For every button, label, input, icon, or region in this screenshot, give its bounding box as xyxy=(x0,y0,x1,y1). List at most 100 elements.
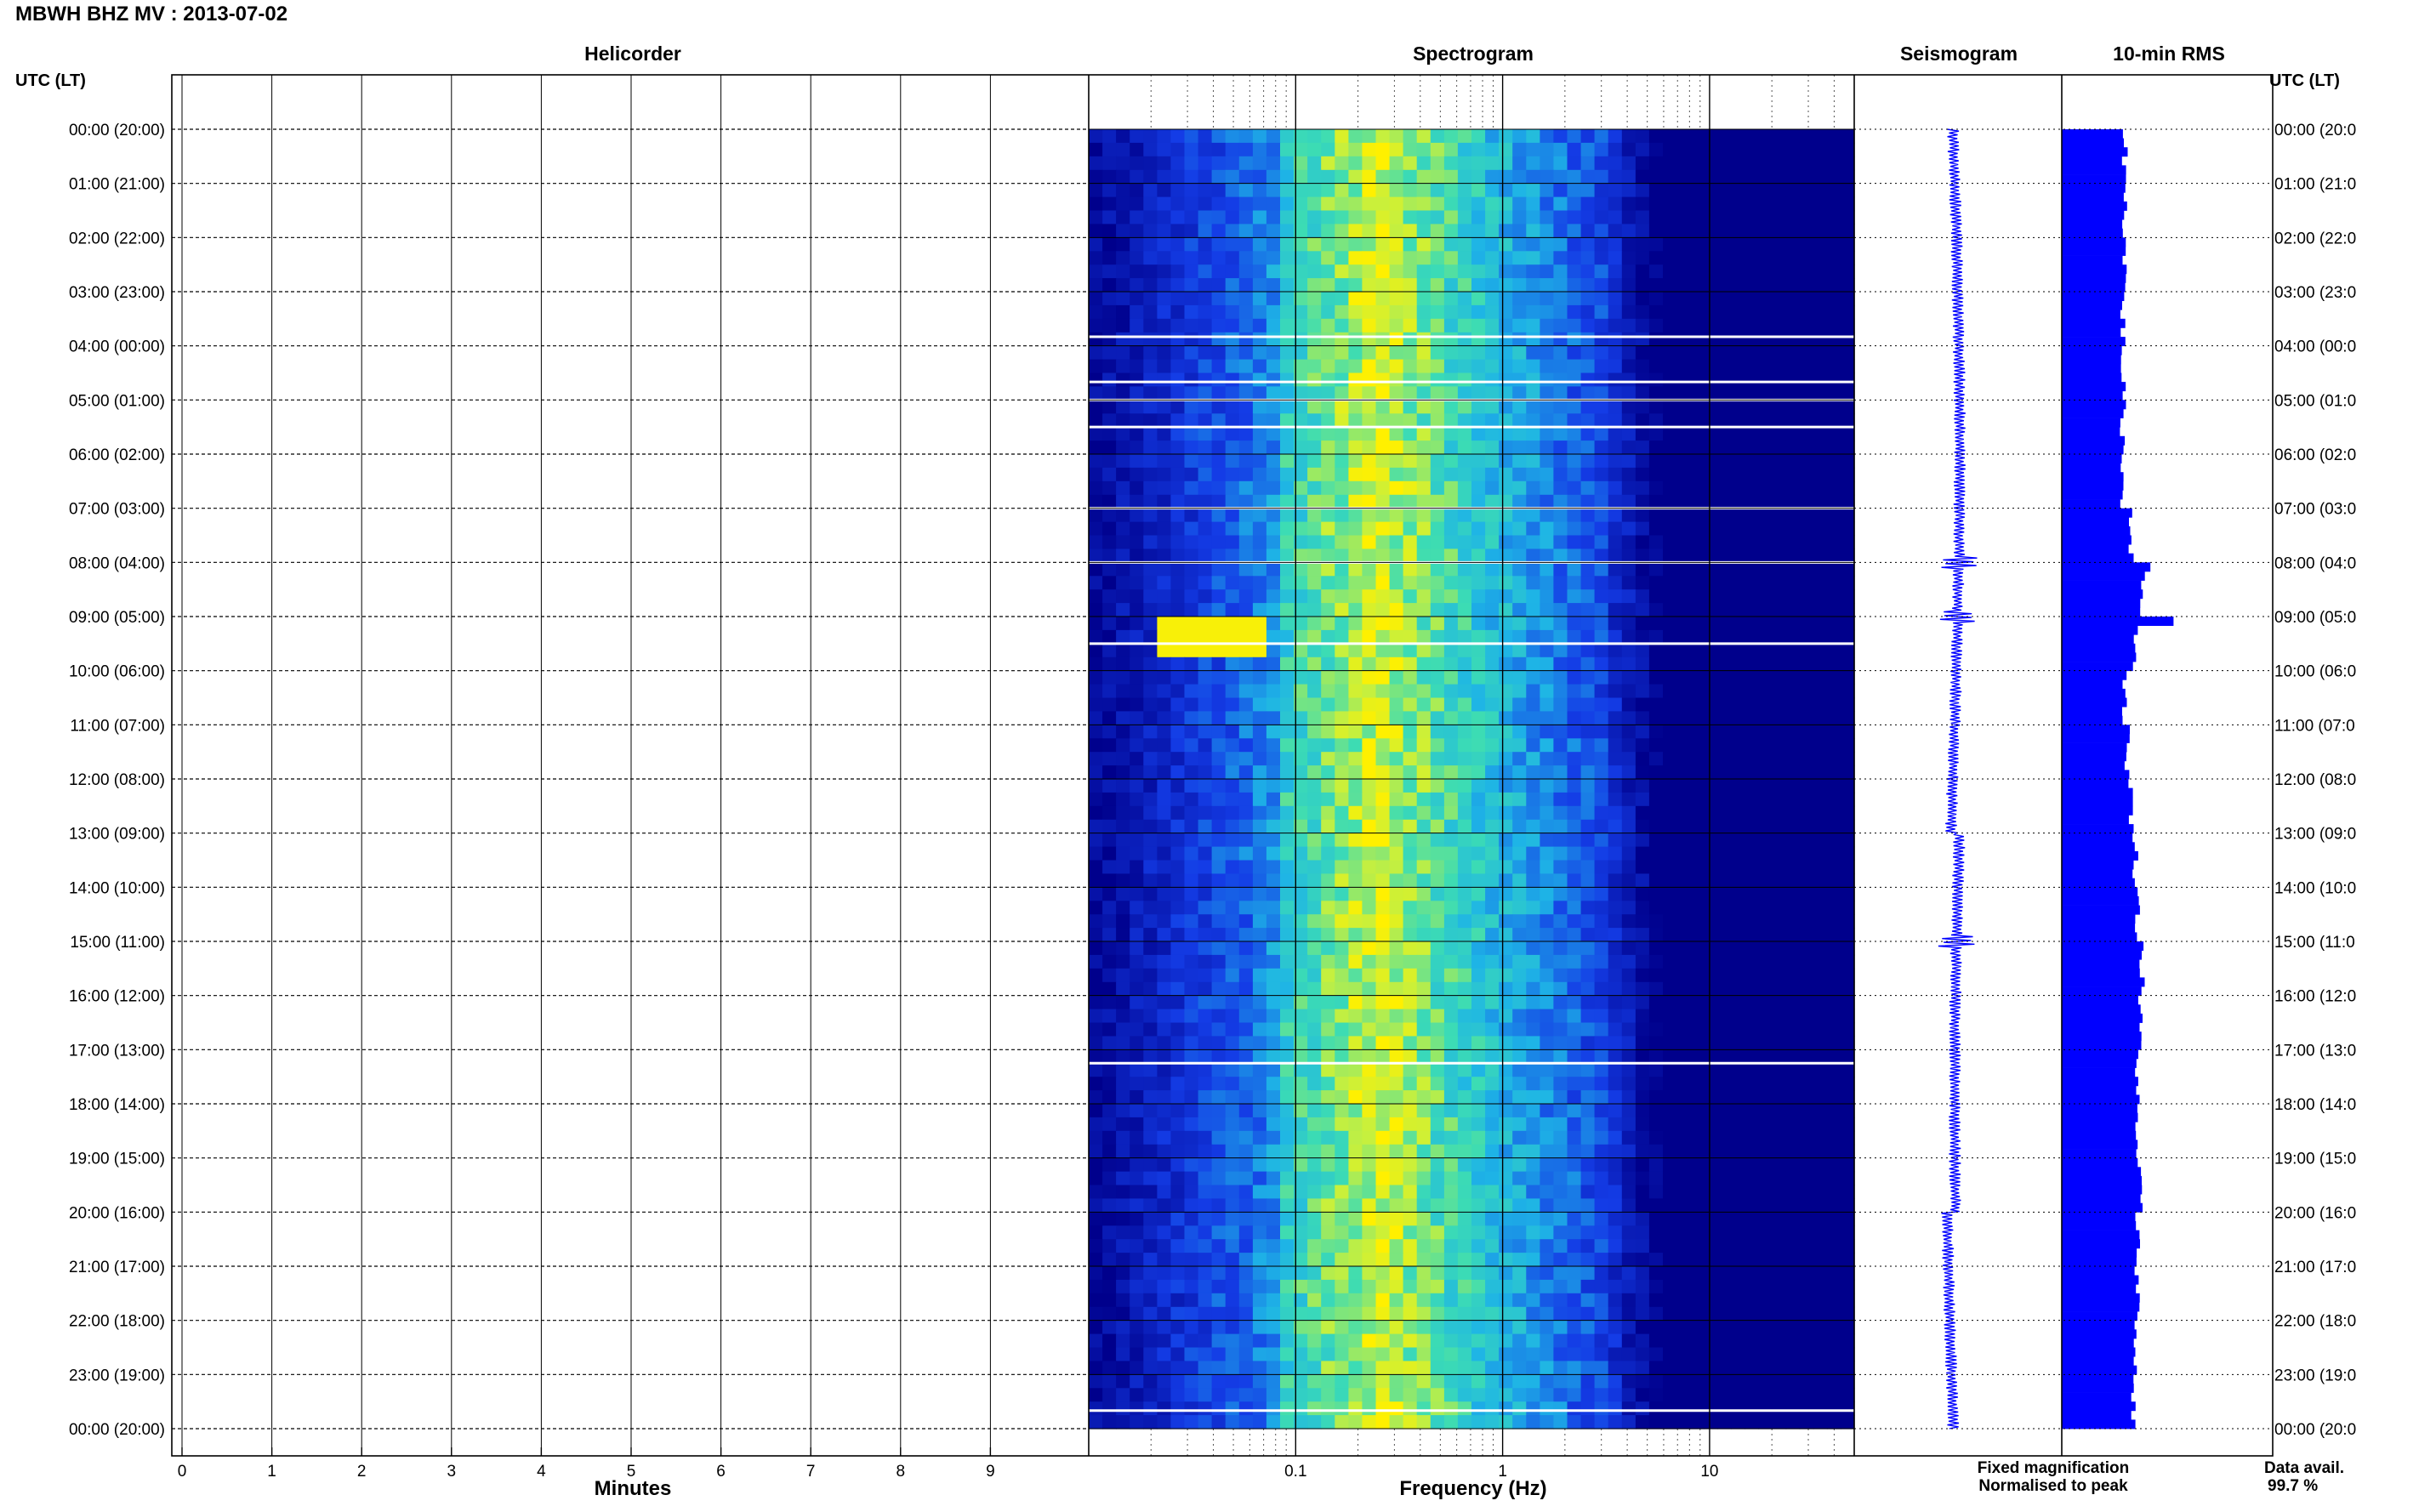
spectrogram-cell xyxy=(1143,860,1158,874)
spectrogram-cell xyxy=(1567,210,1582,225)
spectrogram-cell xyxy=(1813,237,1828,252)
spectrogram-cell xyxy=(1785,1157,1801,1173)
spectrogram-cell xyxy=(1130,684,1144,699)
spectrogram-cell xyxy=(1389,129,1404,144)
spectrogram-cell xyxy=(1321,887,1335,901)
spectrogram-cell xyxy=(1717,549,1732,563)
spectrogram-cell xyxy=(1471,196,1486,212)
spectrogram-cell xyxy=(1608,657,1623,672)
spectrogram-cell xyxy=(1608,954,1623,969)
spectrogram-cell xyxy=(1635,576,1650,590)
spectrogram-cell xyxy=(1348,304,1363,320)
spectrogram-cell xyxy=(1785,183,1801,198)
spectrogram-cell xyxy=(1225,928,1240,942)
spectrogram-cell xyxy=(1826,359,1841,374)
spectrogram-cell xyxy=(1540,129,1555,144)
spectrogram-cell xyxy=(1621,142,1636,157)
spectrogram-cell xyxy=(1540,860,1555,874)
spectrogram-cell xyxy=(1594,603,1609,617)
spectrogram-cell xyxy=(1089,1225,1103,1240)
spectrogram-cell xyxy=(1690,345,1705,361)
spectrogram-cell xyxy=(1608,617,1623,631)
spectrogram-cell xyxy=(1403,968,1418,983)
spectrogram-cell xyxy=(1512,264,1527,279)
spectrogram-cell xyxy=(1102,805,1117,821)
spectrogram-cell xyxy=(1731,562,1746,577)
spectrogram-cell xyxy=(1403,792,1418,807)
spectrogram-cell xyxy=(1157,1198,1172,1213)
spectrogram-cell xyxy=(1430,1171,1445,1186)
spectrogram-cell xyxy=(1621,549,1636,563)
spectrogram-cell xyxy=(1307,697,1322,712)
spectrogram-cell xyxy=(1375,968,1391,983)
spectrogram-cell xyxy=(1621,264,1636,279)
spectrogram-cell xyxy=(1184,779,1199,793)
spectrogram-cell xyxy=(1089,1063,1103,1077)
spectrogram-cell xyxy=(1225,643,1240,658)
spectrogram-cell xyxy=(1362,968,1377,983)
spectrogram-cell xyxy=(1157,968,1172,983)
spectrogram-cell xyxy=(1089,129,1103,144)
spectrogram-cell xyxy=(1116,1090,1130,1105)
spectrogram-cell xyxy=(1335,589,1349,604)
spectrogram-cell xyxy=(1225,562,1240,577)
spectrogram-cell xyxy=(1430,697,1445,712)
spectrogram-cell xyxy=(1526,156,1540,171)
spectrogram-cell xyxy=(1499,1144,1513,1159)
spectrogram-cell xyxy=(1252,968,1267,983)
spectrogram-cell xyxy=(1389,914,1404,929)
spectrogram-cell xyxy=(1594,1212,1609,1226)
spectrogram-cell xyxy=(1130,292,1144,306)
spectrogram-cell xyxy=(1157,224,1172,238)
spectrogram-cell xyxy=(1540,1157,1555,1173)
spectrogram-cell xyxy=(1225,521,1240,537)
spectrogram-cell xyxy=(1499,292,1513,306)
spectrogram-cell xyxy=(1157,304,1172,320)
spectrogram-cell xyxy=(1280,1239,1295,1253)
spectrogram-cell xyxy=(1594,995,1609,1010)
spectrogram-cell xyxy=(1266,805,1281,821)
spectrogram-cell xyxy=(1471,521,1486,537)
spectrogram-cell xyxy=(1676,887,1691,901)
spectrogram-cell xyxy=(1416,210,1431,225)
spectrogram-cell xyxy=(1731,914,1746,929)
spectrogram-cell xyxy=(1184,454,1199,469)
spectrogram-cell xyxy=(1567,304,1582,320)
spectrogram-cell xyxy=(1211,210,1227,225)
spectrogram-cell xyxy=(1594,1279,1609,1294)
spectrogram-cell xyxy=(1471,359,1486,374)
spectrogram-cell xyxy=(1116,697,1130,712)
spectrogram-cell xyxy=(1430,467,1445,482)
spectrogram-cell xyxy=(1294,860,1308,874)
spectrogram-cell xyxy=(1157,386,1172,401)
spectrogram-cell xyxy=(1143,494,1158,509)
spectrogram-cell xyxy=(1170,1117,1186,1132)
spectrogram-cell xyxy=(1116,860,1130,874)
spectrogram-cell xyxy=(1403,981,1418,997)
spectrogram-cell xyxy=(1731,1239,1746,1253)
spectrogram-cell xyxy=(1307,1293,1322,1308)
spectrogram-cell xyxy=(1635,725,1650,739)
spectrogram-cell xyxy=(1526,224,1540,238)
spectrogram-cell xyxy=(1335,670,1349,685)
spectrogram-cell xyxy=(1704,725,1718,739)
spectrogram-cell xyxy=(1130,1239,1144,1253)
spectrogram-cell xyxy=(1785,1198,1801,1213)
spectrogram-cell xyxy=(1485,454,1500,469)
spectrogram-cell xyxy=(1471,169,1486,185)
spectrogram-cell xyxy=(1813,264,1828,279)
spectrogram-cell xyxy=(1772,1253,1787,1267)
spectrogram-cell xyxy=(1321,657,1335,672)
spectrogram-cell xyxy=(1840,264,1855,279)
spectrogram-cell xyxy=(1594,169,1609,185)
spectrogram-cell xyxy=(1280,711,1295,725)
spectrogram-cell xyxy=(1676,183,1691,198)
spectrogram-cell xyxy=(1745,210,1760,225)
spectrogram-cell xyxy=(1143,792,1158,807)
spectrogram-cell xyxy=(1266,928,1281,942)
spectrogram-cell xyxy=(1553,251,1568,265)
spectrogram-cell xyxy=(1635,508,1650,523)
spectrogram-cell xyxy=(1307,196,1322,212)
spectrogram-cell xyxy=(1252,576,1267,590)
spectrogram-cell xyxy=(1294,819,1308,834)
